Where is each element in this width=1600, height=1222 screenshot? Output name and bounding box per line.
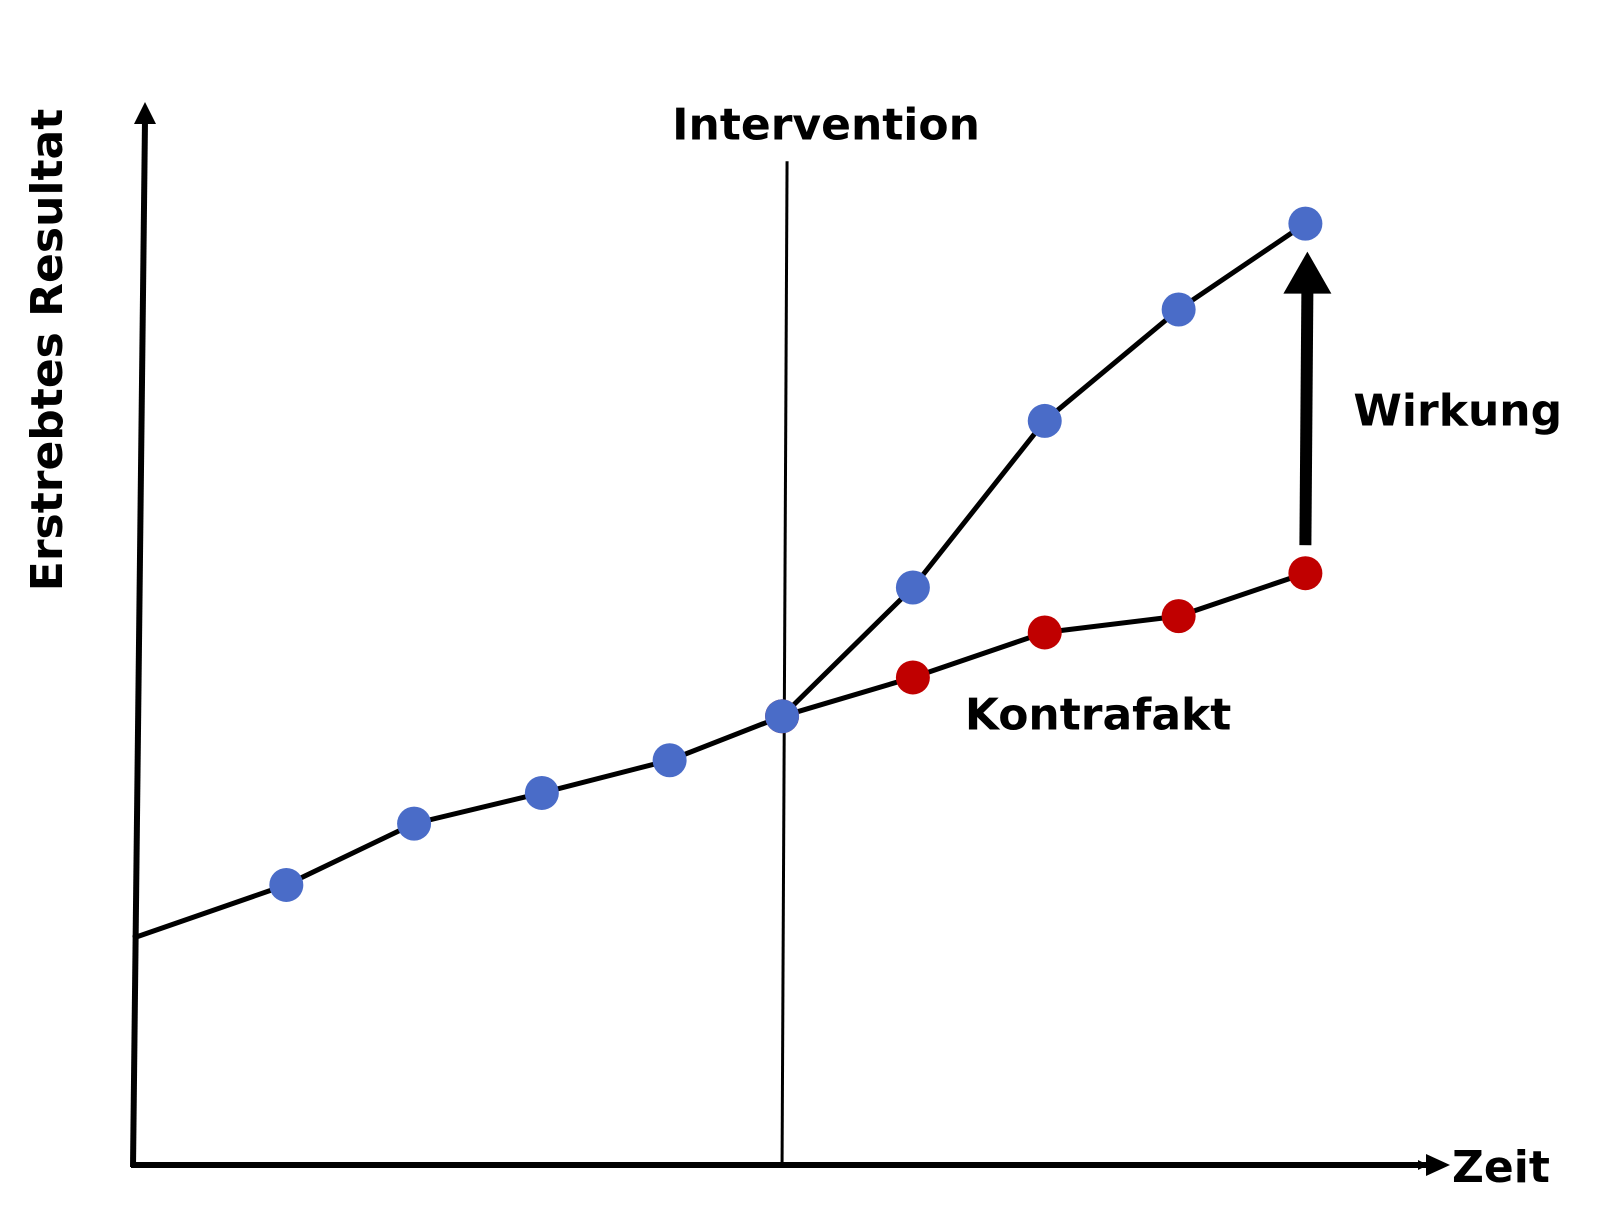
intervention-label: Intervention <box>672 99 980 150</box>
data-point <box>1161 292 1196 327</box>
intervention-line <box>780 161 789 1166</box>
data-point <box>1027 615 1062 650</box>
x-axis-arrowhead <box>1426 1154 1450 1176</box>
data-point <box>1288 206 1323 241</box>
data-point <box>1161 599 1196 634</box>
y-axis-arrowhead <box>134 102 156 124</box>
data-point <box>269 867 304 902</box>
x-axis-label: Zeit <box>1452 1142 1550 1193</box>
data-point <box>524 775 559 810</box>
y-axis <box>130 119 148 1168</box>
data-point <box>765 699 800 734</box>
effect-arrow <box>1299 289 1314 546</box>
effect-label: Wirkung <box>1353 385 1562 436</box>
data-point <box>895 570 930 605</box>
data-point <box>895 660 930 695</box>
series-label: Kontrafakt <box>965 689 1231 740</box>
data-point <box>397 806 432 841</box>
effect-arrowhead <box>1283 251 1332 294</box>
data-point <box>652 743 687 778</box>
series-line <box>132 221 1307 941</box>
data-point <box>1288 556 1323 591</box>
y-axis-label: Erstrebtes Resultat <box>22 109 73 591</box>
data-point <box>1027 403 1062 438</box>
